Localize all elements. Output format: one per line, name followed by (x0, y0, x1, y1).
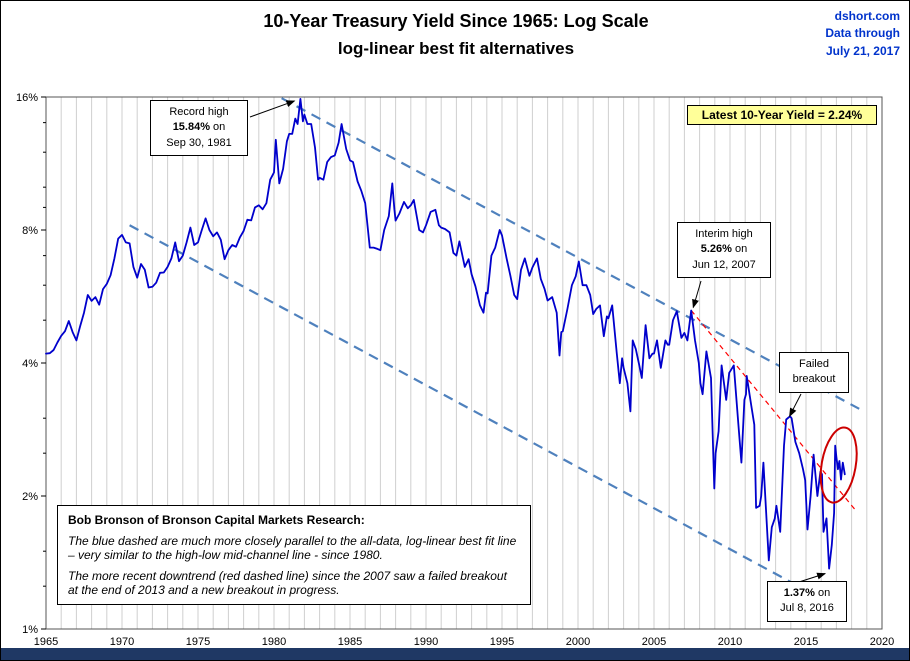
low-2016-value-line: 1.37% on (783, 587, 831, 599)
commentary-heading: Bob Bronson of Bronson Capital Markets R… (68, 513, 365, 527)
highlight-ellipse (819, 426, 858, 504)
interim-high-date: Jun 12, 2007 (692, 258, 756, 271)
interim-high-label: Interim high (695, 228, 753, 240)
x-tick-label: 1980 (262, 636, 286, 648)
record-high-value-line: 15.84% on (172, 121, 226, 134)
y-tick-label: 8% (22, 225, 38, 237)
interim_high-arrow (692, 280, 702, 309)
low-2016-annotation: 1.37% on Jul 8, 2016 (767, 581, 847, 622)
y-tick-label: 1% (22, 624, 38, 636)
x-tick-label: 1995 (490, 636, 514, 648)
low_2016-arrow (798, 572, 827, 583)
record-high-label: Record high (169, 106, 229, 118)
failed-breakout-line2: breakout (792, 373, 836, 386)
record_high-arrow (249, 100, 296, 118)
source-site: dshort.com (834, 9, 900, 23)
record-high-date: Sep 30, 1981 (166, 136, 232, 149)
commentary-para2: The more recent downtrend (red dashed li… (68, 569, 507, 597)
page-title: 10-Year Treasury Yield Since 1965: Log S… (263, 11, 649, 31)
latest-yield-badge: Latest 10-Year Yield = 2.24% (687, 105, 877, 125)
failed_breakout-arrow (789, 393, 802, 418)
interim-high-value-line: 5.26% on (700, 243, 748, 256)
x-tick-label: 2000 (566, 636, 590, 648)
low-2016-date: Jul 8, 2016 (780, 602, 834, 615)
source-data-through-label: Data through (825, 26, 900, 41)
x-tick-label: 1990 (414, 636, 438, 648)
commentary-box: Bob Bronson of Bronson Capital Markets R… (57, 505, 531, 605)
x-tick-label: 1965 (34, 636, 58, 648)
x-tick-label: 2020 (870, 636, 894, 648)
x-tick-label: 2005 (642, 636, 666, 648)
x-tick-label: 2010 (718, 636, 742, 648)
y-tick-label: 2% (22, 491, 38, 503)
x-tick-label: 1985 (338, 636, 362, 648)
record-high-annotation: Record high 15.84% on Sep 30, 1981 (150, 100, 248, 157)
x-tick-label: 1975 (186, 636, 210, 648)
commentary-para1: The blue dashed are much more closely pa… (68, 534, 517, 562)
failed-breakout-annotation: Failed breakout (779, 352, 849, 393)
upper-channel-line (281, 97, 860, 410)
yield-line (45, 98, 846, 570)
y-tick-label: 16% (16, 92, 38, 104)
red-downtrend-line (690, 310, 857, 512)
x-tick-label: 2015 (794, 636, 818, 648)
x-tick-label: 1970 (110, 636, 134, 648)
failed-breakout-line1: Failed (799, 358, 829, 370)
source-attribution: dshort.com Data through July 21, 2017 (825, 8, 900, 60)
interim-high-annotation: Interim high 5.26% on Jun 12, 2007 (677, 222, 771, 279)
bottom-bar (1, 648, 909, 660)
source-date: July 21, 2017 (825, 43, 900, 58)
y-tick-label: 4% (22, 358, 38, 370)
page-subtitle: log-linear best fit alternatives (337, 39, 575, 58)
